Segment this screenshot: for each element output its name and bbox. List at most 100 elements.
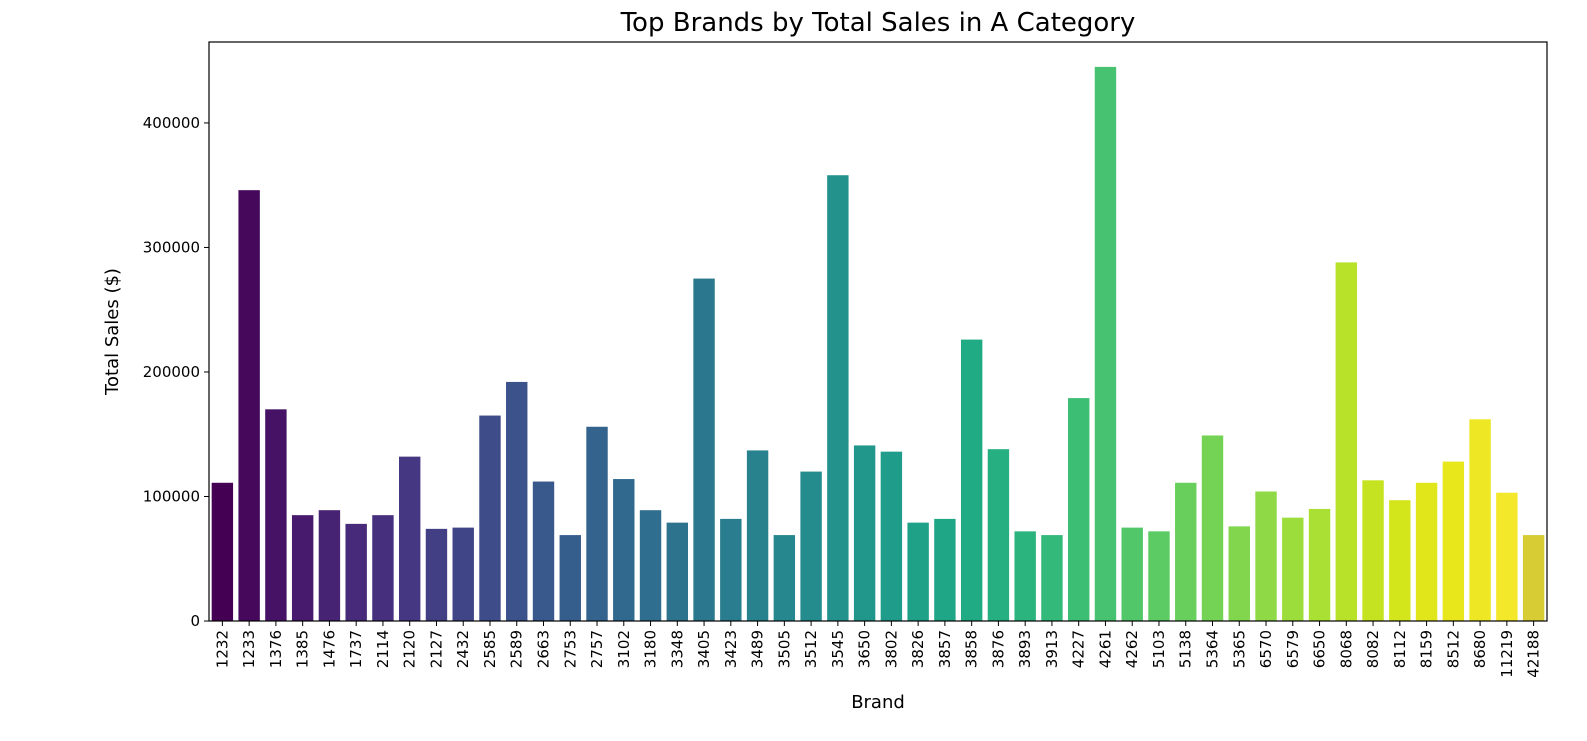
- bar-11219: [1496, 492, 1518, 621]
- bar-3545: [827, 175, 849, 622]
- x-tick-label: 11219: [1498, 630, 1516, 678]
- x-tick-label: 3102: [615, 630, 633, 668]
- x-tick-label: 1232: [213, 630, 231, 668]
- x-tick-label: 3423: [722, 630, 740, 668]
- bar-8512: [1442, 461, 1465, 621]
- x-tick-label: 2127: [427, 630, 445, 668]
- x-tick-label: 3512: [802, 630, 820, 668]
- plot-frame: [208, 41, 1548, 622]
- x-tick-label: 2585: [481, 630, 499, 668]
- bar-8112: [1389, 500, 1411, 621]
- x-tick-label: 5364: [1204, 630, 1222, 668]
- bar-1233: [238, 190, 260, 621]
- bar-3423: [720, 518, 742, 621]
- bar-2585: [479, 415, 501, 621]
- chart-title: Top Brands by Total Sales in A Category: [620, 8, 1136, 38]
- x-tick-label: 5103: [1150, 630, 1168, 668]
- bar-3102: [613, 479, 635, 621]
- x-tick-label: 1476: [320, 630, 338, 668]
- x-tick-label: 2663: [535, 630, 553, 668]
- x-tick-label: 6579: [1284, 630, 1302, 668]
- bar-2757: [586, 426, 608, 621]
- bar-2432: [452, 527, 474, 621]
- x-tick-label: 3858: [963, 630, 981, 668]
- x-tick-label: 4261: [1096, 630, 1114, 668]
- x-tick-label: 3913: [1043, 630, 1061, 668]
- bar-1476: [318, 510, 341, 621]
- bar-3512: [800, 471, 822, 621]
- x-tick-label: 8112: [1391, 630, 1409, 668]
- bar-5138: [1175, 482, 1197, 621]
- y-axis-label: Total Sales ($): [102, 268, 123, 396]
- x-tick-label: 3857: [936, 630, 954, 668]
- x-tick-label: 3876: [989, 630, 1007, 668]
- bar-1737: [345, 523, 367, 621]
- x-tick-label: 3893: [1016, 630, 1034, 668]
- x-tick-label: 5365: [1230, 630, 1248, 668]
- x-tick-label: 6650: [1311, 630, 1329, 668]
- bar-8082: [1362, 480, 1384, 621]
- bar-42188: [1522, 535, 1545, 621]
- y-tick-label: 300000: [143, 238, 200, 256]
- x-tick-label: 3180: [642, 630, 660, 668]
- x-tick-label: 6570: [1257, 630, 1275, 668]
- bar-2127: [425, 528, 448, 621]
- bar-6570: [1255, 491, 1277, 621]
- x-tick-label: 3489: [749, 630, 767, 668]
- x-tick-label: 2589: [508, 630, 526, 668]
- bar-2753: [559, 535, 581, 621]
- bar-4227: [1067, 398, 1090, 621]
- x-tick-label: 42188: [1525, 630, 1543, 678]
- x-tick-label: 4262: [1123, 630, 1141, 668]
- bar-4261: [1094, 66, 1117, 622]
- y-tick-label: 400000: [143, 114, 200, 132]
- x-tick-label: 1233: [240, 630, 258, 668]
- bar-1232: [211, 482, 234, 621]
- bar-3505: [773, 535, 796, 621]
- bar-8680: [1469, 419, 1491, 621]
- x-axis-ticks: 1232 1233 1376 1385 1476 1737 2114 2120 2127 2432…: [213, 621, 1543, 678]
- bar-2114: [372, 515, 394, 621]
- x-tick-label: 5138: [1177, 630, 1195, 668]
- x-tick-label: 8680: [1471, 630, 1489, 668]
- x-tick-label: 1376: [267, 630, 285, 668]
- x-tick-label: 3405: [695, 630, 713, 668]
- bar-6579: [1282, 517, 1304, 621]
- y-tick-label: 100000: [143, 487, 200, 505]
- x-tick-label: 2114: [374, 630, 392, 668]
- bar-3893: [1014, 531, 1036, 621]
- bar-3405: [693, 278, 715, 621]
- bar-3858: [960, 339, 983, 621]
- x-tick-label: 2753: [561, 630, 579, 668]
- bar-3489: [746, 450, 769, 621]
- bar-5364: [1201, 435, 1224, 621]
- y-axis-ticks: 0 100000 200000 300000 400000: [143, 114, 209, 630]
- x-tick-label: 8082: [1364, 630, 1382, 668]
- x-tick-label: 3650: [856, 630, 874, 668]
- bar-5365: [1228, 526, 1250, 621]
- x-tick-label: 2120: [401, 630, 419, 668]
- bar-2663: [532, 481, 555, 621]
- x-tick-label: 8068: [1337, 630, 1355, 668]
- x-tick-label: 1385: [294, 630, 312, 668]
- x-tick-label: 2757: [588, 630, 606, 668]
- x-tick-label: 8512: [1444, 630, 1462, 668]
- bar-2120: [398, 456, 421, 621]
- x-tick-label: 2432: [454, 630, 472, 668]
- x-tick-label: 3545: [829, 630, 847, 668]
- bar-3826: [907, 522, 929, 621]
- bar-4262: [1121, 527, 1143, 621]
- bar-3348: [666, 522, 689, 621]
- bar-5103: [1148, 531, 1170, 621]
- bar-8159: [1415, 482, 1438, 621]
- x-tick-label: 3348: [668, 630, 686, 668]
- bars-group: [211, 66, 1545, 622]
- bar-3876: [987, 449, 1010, 621]
- bar-1376: [265, 409, 287, 621]
- x-tick-label: 3505: [775, 630, 793, 668]
- x-tick-label: 3826: [909, 630, 927, 668]
- bar-2589: [506, 381, 528, 621]
- bar-3857: [934, 518, 956, 621]
- bar-3913: [1041, 535, 1063, 621]
